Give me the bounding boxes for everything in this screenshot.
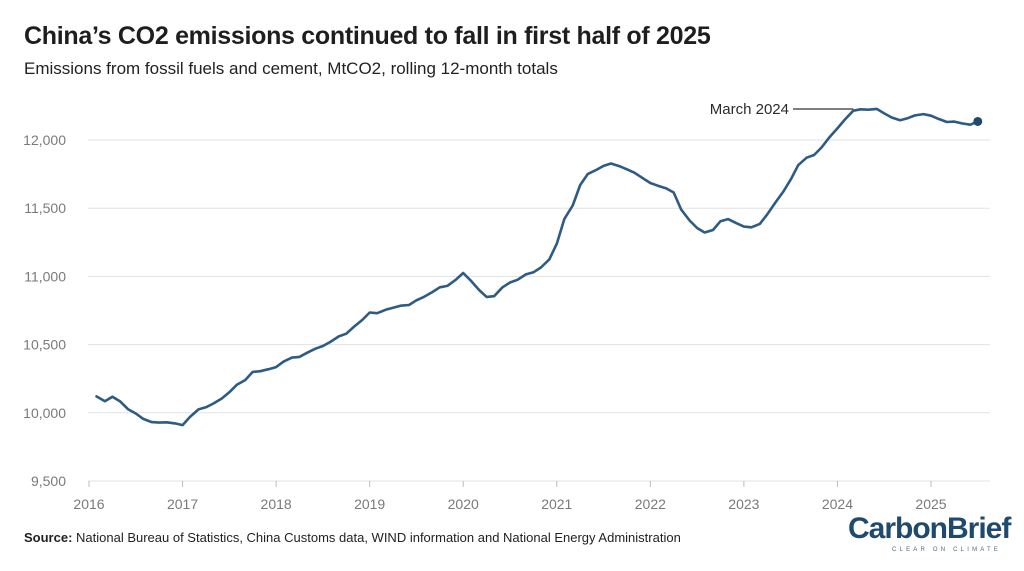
- x-tick-label: 2022: [635, 496, 666, 512]
- x-tick-label: 2016: [73, 496, 104, 512]
- x-tick-label: 2017: [167, 496, 198, 512]
- source-label: Source:: [24, 530, 73, 545]
- annotations: March 2024: [710, 101, 854, 118]
- y-axis-tick-labels: 9,500 10,000 10,500 11,000 11,500 12,000: [23, 132, 66, 489]
- y-tick-label: 11,000: [24, 268, 66, 284]
- x-axis-tick-labels: 2016 2017 2018 2019 2020 2021 2022 2023 2024 2025: [73, 496, 946, 512]
- chart-subtitle: Emissions from fossil fuels and cement, …: [24, 59, 558, 78]
- logo-tagline: CLEAR ON CLIMATE: [892, 547, 1002, 553]
- x-tick-label: 2023: [728, 496, 759, 512]
- x-tick-label: 2018: [261, 496, 292, 512]
- x-tick-label: 2024: [822, 496, 853, 512]
- source-text: National Bureau of Statistics, China Cus…: [72, 530, 681, 545]
- carbonbrief-logo: CarbonBrief CLEAR ON CLIMATE: [848, 512, 1011, 558]
- x-tick-label: 2020: [448, 496, 479, 512]
- series-line: [95, 107, 980, 427]
- latest-point-marker: [973, 116, 983, 126]
- source-note: Source: National Bureau of Statistics, C…: [24, 530, 681, 545]
- x-tick-label: 2019: [354, 496, 385, 512]
- series-layer: [95, 107, 983, 427]
- y-tick-label: 10,500: [23, 337, 66, 353]
- gridlines: [88, 139, 990, 487]
- x-tick-label: 2021: [541, 496, 572, 512]
- y-tick-label: 9,500: [31, 473, 66, 489]
- annotation-label: March 2024: [710, 101, 789, 118]
- y-tick-label: 10,000: [23, 405, 66, 421]
- y-tick-label: 12,000: [23, 132, 66, 148]
- logo-wordmark: CarbonBrief: [848, 512, 1011, 545]
- x-tick-label: 2025: [915, 496, 946, 512]
- y-tick-label: 11,500: [24, 200, 66, 216]
- chart-title: China’s CO2 emissions continued to fall …: [24, 22, 711, 50]
